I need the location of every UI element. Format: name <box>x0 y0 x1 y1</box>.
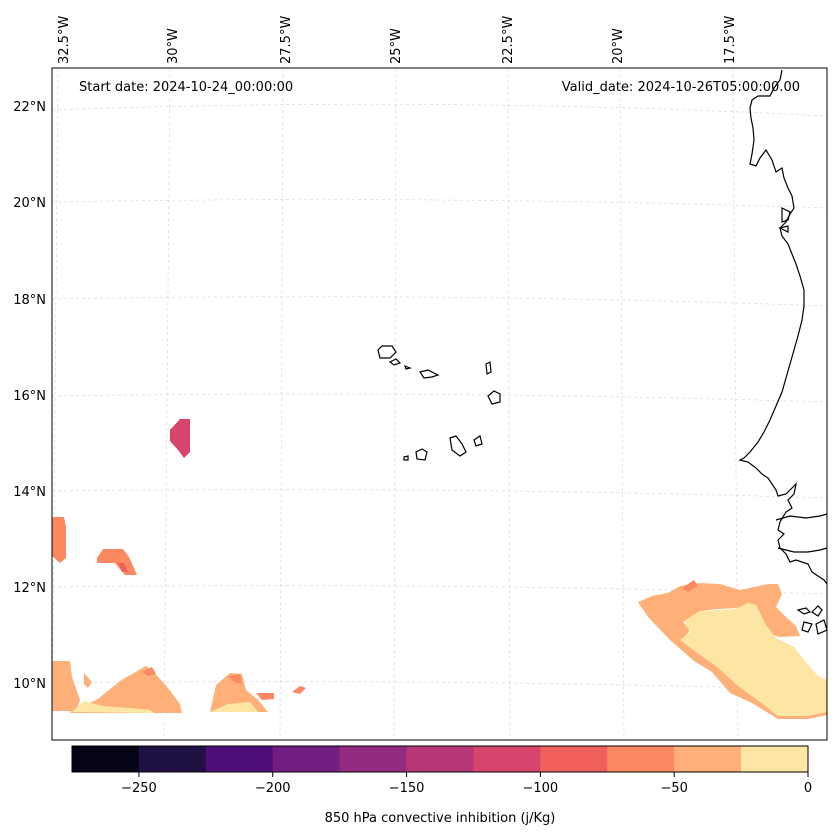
island-santa-luzia <box>404 364 412 370</box>
colorbar-frame <box>71 745 809 773</box>
cin-patch-sw-3-strip <box>256 693 274 700</box>
colorbar-segment <box>473 746 541 772</box>
cin-patch-sw-2-light <box>72 701 154 713</box>
colorbar-label: 850 hPa convective inhibition (j/Kg) <box>325 811 556 826</box>
coastlines <box>377 69 828 635</box>
island-bissagos-2 <box>811 605 823 617</box>
colorbar-segment <box>406 746 474 772</box>
cin-patch-sw-2-core <box>142 667 156 676</box>
lat-label: 18°N <box>13 293 46 308</box>
grid-lon-30w <box>163 67 171 741</box>
cin-patch-west-small <box>97 549 137 575</box>
grid-lat-10n <box>51 681 828 691</box>
island-maio <box>473 435 483 447</box>
colorbar-segment <box>339 746 408 772</box>
grid-lat-12n <box>51 585 828 595</box>
grid-lat-20n <box>51 199 828 209</box>
colorbar-segment <box>540 746 608 772</box>
colorbar-tick-label: −50 <box>660 781 687 796</box>
colorbar-tick-label: −100 <box>523 781 559 796</box>
colorbar: −250 −200 −150 −100 −50 0 850 hPa convective … <box>71 745 812 826</box>
lat-label: 12°N <box>13 581 46 596</box>
colorbar-ticks: −250 −200 −150 −100 −50 0 <box>121 772 812 796</box>
island-bissagos-3 <box>801 621 813 633</box>
colorbar-segment <box>205 746 274 772</box>
valid-date-label: Valid_date: 2024-10-26T05:00:00.00 <box>562 80 800 95</box>
grid-lon-27-5w <box>279 67 284 741</box>
island-santiago <box>449 435 467 457</box>
island-santo-antao <box>377 345 397 359</box>
island-sal <box>485 361 492 375</box>
cin-patch-sw-3-light <box>210 702 258 712</box>
lon-label: 22.5°W <box>501 16 516 64</box>
grid-lat-22n <box>51 103 828 117</box>
colorbar-segment <box>741 746 809 772</box>
cin-patch-sw-3 <box>210 673 268 712</box>
grid-lon-20w <box>619 67 625 741</box>
cin-fields <box>52 419 827 719</box>
lat-label: 22°N <box>13 100 46 115</box>
lon-label: 32.5°W <box>57 16 72 64</box>
colorbar-segment <box>138 746 207 772</box>
colorbar-segment <box>272 746 341 772</box>
grid-lon-25w <box>393 67 397 741</box>
island-sao-nicolau <box>419 369 440 379</box>
cin-patch-sw-1 <box>52 661 80 711</box>
lat-label: 16°N <box>13 389 46 404</box>
island-sao-vicente <box>388 358 402 366</box>
grid-lat-18n <box>51 296 828 307</box>
colorbar-tick-label: −250 <box>121 781 157 796</box>
africa-coastline <box>738 69 828 585</box>
cin-patch-se-core <box>682 580 698 592</box>
lon-label: 20°W <box>611 28 626 64</box>
grid-lat-16n <box>51 393 828 403</box>
lon-label: 25°W <box>389 28 404 64</box>
colorbar-segment <box>72 746 140 772</box>
africa-coastline-inlet-2 <box>777 547 828 553</box>
lon-label: 30°W <box>166 28 181 64</box>
lon-label: 27.5°W <box>279 16 294 64</box>
coast-islands-bay <box>778 207 791 233</box>
lon-label: 17.5°W <box>723 16 738 64</box>
island-boa-vista <box>487 390 501 405</box>
colorbar-segment <box>674 746 742 772</box>
cin-patch-center-west <box>170 419 190 458</box>
map-panel <box>51 67 828 741</box>
grid-lat-14n <box>51 489 828 499</box>
start-date-label: Start date: 2024-10-24_00:00:00 <box>79 80 293 95</box>
africa-coastline-inlet-1 <box>775 513 828 521</box>
lat-label: 10°N <box>13 677 46 692</box>
cin-patch-sw-3-core <box>228 674 242 684</box>
lat-label: 14°N <box>13 485 46 500</box>
longitude-labels: 32.5°W 30°W 27.5°W 25°W 22.5°W 20°W 17.5… <box>57 16 738 64</box>
colorbar-tick-label: −150 <box>389 781 425 796</box>
grid-lon-32-5w <box>51 67 59 741</box>
cin-patch-west-small-core <box>118 563 128 572</box>
colorbar-tick-label: 0 <box>804 781 812 796</box>
cin-patch-sw-2 <box>70 666 182 713</box>
island-brava <box>403 455 409 461</box>
island-bissagos-1 <box>796 607 812 615</box>
map-frame <box>51 67 828 741</box>
latitude-labels: 22°N 20°N 18°N 16°N 14°N 12°N 10°N <box>13 100 46 692</box>
cin-patch-sw-1-edge <box>84 673 92 688</box>
grid-lon-22-5w <box>507 67 511 741</box>
cin-patch-west-edge <box>52 517 66 563</box>
cin-patch-sw-4 <box>292 686 306 694</box>
island-fogo <box>415 448 428 461</box>
colorbar-segments <box>72 746 809 772</box>
colorbar-tick-label: −200 <box>255 781 291 796</box>
colorbar-segment <box>607 746 675 772</box>
lat-label: 20°N <box>13 196 46 211</box>
cin-patch-se-light <box>680 603 827 716</box>
